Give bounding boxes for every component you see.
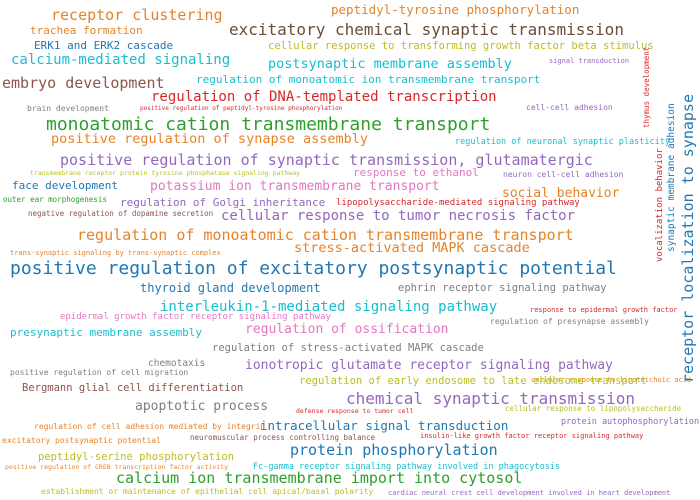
word: monoatomic cation transmembrane transpor…: [46, 114, 491, 135]
word: brain development: [27, 104, 109, 113]
word: calcium ion transmembrane import into cy…: [116, 469, 523, 487]
word: postsynaptic membrane assembly: [268, 56, 512, 72]
word: regulation of cell adhesion mediated by …: [34, 422, 266, 431]
word: ionotropic glutamate receptor signaling …: [245, 358, 613, 373]
word-vertical: receptor localization to synapse: [679, 94, 697, 383]
word: signal transduction: [549, 57, 630, 65]
word: interleukin-1-mediated signaling pathway: [160, 299, 498, 315]
word: transmembrane receptor protein tyrosine …: [30, 169, 301, 177]
word: face development: [12, 179, 118, 192]
word: neuromuscular process controlling balanc…: [190, 433, 376, 442]
word: epidermal growth factor receptor signali…: [60, 312, 331, 322]
word: regulation of neuronal synaptic plastici…: [455, 137, 670, 147]
word: regulation of Golgi inheritance: [120, 196, 326, 209]
word: neuron cell-cell adhesion: [503, 170, 624, 179]
word: chemical synaptic transmission: [346, 389, 635, 408]
word-vertical: vocalization behavior: [655, 148, 665, 262]
word: regulation of monoatomic ion transmembra…: [196, 73, 541, 86]
word: response to epidermal growth factor: [530, 306, 678, 314]
word: insulin-like growth factor receptor sign…: [420, 432, 644, 440]
word: positive regulation of synaptic transmis…: [60, 151, 593, 169]
word: regulation of stress-activated MAPK casc…: [212, 342, 484, 354]
word: protein autophosphorylation: [561, 417, 700, 427]
word: thyroid gland development: [140, 281, 321, 295]
word: protein phosphorylation: [290, 441, 498, 459]
word: establishment or maintenance of epitheli…: [41, 487, 374, 496]
word: regulation of presynapse assembly: [490, 317, 649, 326]
word: presynaptic membrane assembly: [10, 326, 203, 339]
word: response to ethanol: [353, 166, 479, 179]
word: cardiac neural crest cell development in…: [388, 489, 671, 497]
word: regulation of monoatomic cation transmem…: [77, 226, 574, 244]
word: Bergmann glial cell differentiation: [22, 382, 244, 394]
word: excitatory chemical synaptic transmissio…: [229, 20, 624, 39]
word: positive regulation of CREB transcriptio…: [5, 463, 229, 471]
word-vertical: thymus development: [642, 46, 651, 128]
word: lipopolysaccharide-mediated signaling pa…: [336, 198, 580, 208]
word: apoptotic process: [135, 399, 269, 414]
word: excitatory postsynaptic potential: [2, 436, 161, 445]
word: outer ear morphogenesis: [3, 195, 107, 204]
word: social behavior: [502, 186, 620, 201]
word: positive regulation of peptidyl-tyrosine…: [140, 105, 343, 112]
word: trans-synaptic signaling by trans-synapt…: [10, 249, 221, 257]
word: embryo development: [2, 74, 165, 92]
word: trachea formation: [30, 24, 143, 37]
word: positive regulation of cell migration: [10, 368, 189, 377]
word: stress-activated MAPK cascade: [294, 240, 530, 256]
word: cellular response to tumor necrosis fact…: [221, 208, 576, 224]
word: cellular response to transforming growth…: [268, 40, 654, 52]
word: receptor clustering: [51, 6, 223, 24]
word: chemotaxis: [148, 358, 206, 369]
word-vertical: synaptic membrane adhesion: [666, 103, 677, 252]
word: cellular response to lipopolysaccharide: [505, 404, 682, 413]
word: peptidyl-serine phosphorylation: [38, 451, 234, 463]
word: positive regulation of excitatory postsy…: [10, 258, 617, 279]
word: Fc-gamma receptor signaling pathway invo…: [253, 462, 561, 472]
word: intracellular signal transduction: [260, 418, 509, 433]
word: cell-cell adhesion: [526, 103, 613, 112]
word: cellular response to lipoteichoic acid: [531, 376, 692, 384]
word: defense response to tumor cell: [296, 407, 414, 415]
word: ERK1 and ERK2 cascade: [34, 39, 174, 52]
word: potassium ion transmembrane transport: [150, 179, 440, 194]
word: ephrin receptor signaling pathway: [398, 282, 607, 294]
word: regulation of ossification: [245, 322, 449, 337]
word: calcium-mediated signaling: [11, 52, 231, 68]
word: peptidyl-tyrosine phosphorylation: [331, 2, 580, 17]
word: negative regulation of dopamine secretio…: [28, 209, 214, 218]
word: regulation of early endosome to late end…: [299, 375, 647, 387]
word: regulation of DNA-templated transcriptio…: [151, 89, 497, 105]
word: positive regulation of synapse assembly: [51, 131, 368, 147]
